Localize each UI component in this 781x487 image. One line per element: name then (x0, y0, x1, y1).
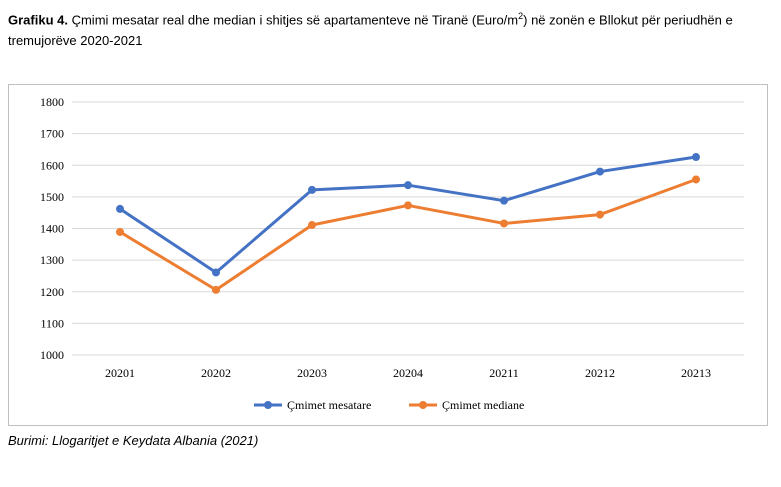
data-point-mesatare (500, 197, 508, 205)
chart-area: 1000 1100 1200 1300 1400 1500 1600 1700 1800 2020… (8, 84, 768, 426)
legend-label: Çmimet mediane (442, 398, 524, 412)
y-tick-label: 1600 (40, 158, 64, 172)
source-note: Burimi: Llogaritjet e Keydata Albania (2… (8, 433, 258, 448)
y-tick-label: 1400 (40, 222, 64, 236)
data-point-mediane (692, 175, 700, 183)
data-point-mesatare (692, 153, 700, 161)
x-tick-label: 20202 (201, 366, 231, 380)
data-point-mesatare (212, 268, 220, 276)
series-line-mediane (120, 179, 696, 289)
data-point-mediane (500, 219, 508, 227)
chart-caption: Grafiku 4. Çmimi mesatar real dhe median… (8, 6, 776, 51)
legend-label: Çmimet mesatare (287, 398, 371, 412)
data-point-mesatare (596, 168, 604, 176)
data-point-mediane (404, 201, 412, 209)
data-point-mediane (116, 228, 124, 236)
data-point-mesatare (308, 186, 316, 194)
y-tick-label: 1100 (40, 316, 64, 330)
legend-marker-mesatare (264, 401, 272, 409)
caption-text: Çmimi mesatar real dhe median i shitjes … (72, 12, 519, 27)
x-tick-label: 20213 (681, 366, 711, 380)
data-point-mesatare (116, 205, 124, 213)
x-tick-label: 20203 (297, 366, 327, 380)
data-point-mediane (308, 221, 316, 229)
caption-label: Grafiku 4. (8, 12, 68, 27)
line-chart: 1000 1100 1200 1300 1400 1500 1600 1700 1800 2020… (9, 85, 769, 427)
legend-marker-mediane (419, 401, 427, 409)
y-tick-label: 1700 (40, 127, 64, 141)
data-point-mesatare (404, 181, 412, 189)
data-point-mediane (596, 211, 604, 219)
y-tick-label: 1300 (40, 253, 64, 267)
y-tick-label: 1800 (40, 95, 64, 109)
y-tick-label: 1500 (40, 190, 64, 204)
data-point-mediane (212, 286, 220, 294)
y-tick-label: 1200 (40, 285, 64, 299)
x-tick-label: 20201 (105, 366, 135, 380)
series-line-mesatare (120, 157, 696, 272)
y-tick-label: 1000 (40, 348, 64, 362)
x-tick-label: 20204 (393, 366, 423, 380)
x-tick-label: 20211 (489, 366, 519, 380)
x-tick-label: 20212 (585, 366, 615, 380)
